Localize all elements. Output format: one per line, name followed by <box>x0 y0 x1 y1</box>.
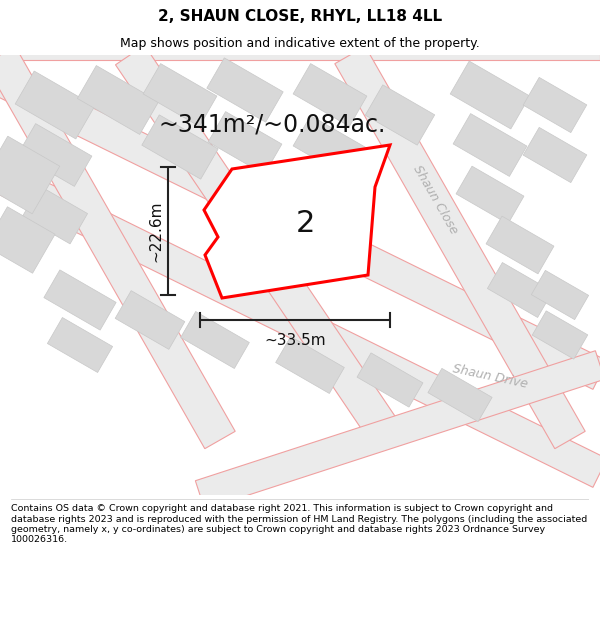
Polygon shape <box>181 311 250 369</box>
Polygon shape <box>207 58 283 122</box>
Polygon shape <box>532 271 589 319</box>
Polygon shape <box>487 262 553 318</box>
Polygon shape <box>22 186 88 244</box>
Polygon shape <box>523 127 587 182</box>
Polygon shape <box>532 311 588 359</box>
Polygon shape <box>523 78 587 132</box>
Polygon shape <box>456 166 524 224</box>
Polygon shape <box>115 291 185 349</box>
Polygon shape <box>0 50 600 60</box>
Polygon shape <box>428 368 492 422</box>
Polygon shape <box>453 114 527 176</box>
Polygon shape <box>335 46 585 449</box>
Polygon shape <box>77 66 158 134</box>
Polygon shape <box>275 336 344 394</box>
Polygon shape <box>142 115 218 179</box>
Polygon shape <box>0 136 60 214</box>
Polygon shape <box>18 124 92 186</box>
Text: ~341m²/~0.084ac.: ~341m²/~0.084ac. <box>158 113 386 137</box>
Text: Shaun Drive: Shaun Drive <box>451 362 529 391</box>
Polygon shape <box>143 64 217 126</box>
Polygon shape <box>0 162 600 488</box>
Text: ~22.6m: ~22.6m <box>149 200 163 262</box>
Polygon shape <box>15 71 95 139</box>
Polygon shape <box>0 66 600 389</box>
Text: ~33.5m: ~33.5m <box>264 333 326 348</box>
Polygon shape <box>208 112 282 174</box>
Polygon shape <box>357 353 423 407</box>
Text: Map shows position and indicative extent of the property.: Map shows position and indicative extent… <box>120 38 480 51</box>
Text: 2: 2 <box>295 209 314 238</box>
Polygon shape <box>450 61 530 129</box>
Polygon shape <box>293 116 367 178</box>
Polygon shape <box>365 85 435 145</box>
Polygon shape <box>204 145 390 298</box>
Polygon shape <box>0 207 55 273</box>
Polygon shape <box>486 216 554 274</box>
Text: Contains OS data © Crown copyright and database right 2021. This information is : Contains OS data © Crown copyright and d… <box>11 504 587 544</box>
Text: 2, SHAUN CLOSE, RHYL, LL18 4LL: 2, SHAUN CLOSE, RHYL, LL18 4LL <box>158 9 442 24</box>
Polygon shape <box>293 64 367 126</box>
Polygon shape <box>196 351 600 509</box>
Text: Shaun Close: Shaun Close <box>410 163 460 237</box>
Polygon shape <box>115 45 404 450</box>
Polygon shape <box>47 318 113 372</box>
Polygon shape <box>0 46 235 449</box>
Polygon shape <box>44 270 116 330</box>
